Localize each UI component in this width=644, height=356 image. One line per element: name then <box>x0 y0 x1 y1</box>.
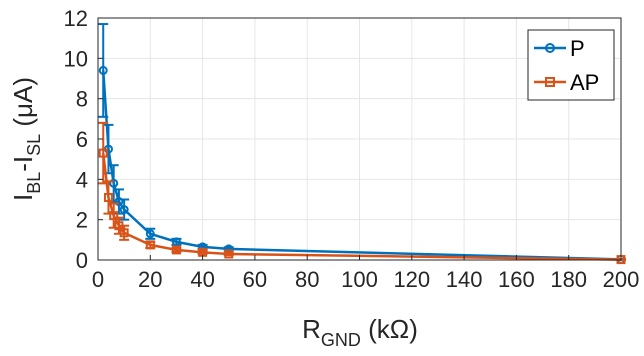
x-tick-label: 180 <box>550 267 587 292</box>
x-axis-label: RGND (kΩ) <box>302 314 418 350</box>
series-ap-point <box>171 245 181 255</box>
series-p-point <box>98 65 108 75</box>
legend-box <box>527 29 615 101</box>
x-tick-label: 160 <box>498 267 535 292</box>
x-tick-label: 40 <box>190 267 214 292</box>
ticks: 0 20 40 60 80 100 120 140 160 180 200 0 2 4 6 8 10 12 <box>64 6 640 292</box>
series-ap-point <box>103 192 113 202</box>
legend-p-marker <box>545 43 555 53</box>
y-tick-label: 4 <box>76 167 88 192</box>
series-p-point <box>145 229 155 239</box>
y-axis-label: IBL-ISL (μA) <box>8 77 44 201</box>
series-p <box>98 23 626 264</box>
series-ap-point <box>98 148 108 158</box>
series-ap-point <box>114 221 124 231</box>
x-tick-label: 0 <box>92 267 104 292</box>
series-p-point <box>171 237 181 247</box>
x-tick-label: 20 <box>138 267 162 292</box>
series-ap-point <box>119 228 129 238</box>
x-tick-label: 100 <box>341 267 378 292</box>
series-ap-line <box>101 152 622 261</box>
series-p-point <box>109 178 119 188</box>
x-tick-label: 60 <box>243 267 267 292</box>
series-p-point <box>119 205 129 215</box>
x-tick-label: 140 <box>446 267 483 292</box>
series-p-line <box>101 70 622 261</box>
y-tick-label: 12 <box>64 6 88 31</box>
y-tick-label: 0 <box>76 248 88 273</box>
series-ap-point <box>145 240 155 250</box>
legend: P AP <box>527 29 615 101</box>
series-p-point <box>114 197 124 207</box>
y-tick-label: 10 <box>64 46 88 71</box>
legend-p-label: P <box>570 36 585 61</box>
y-tick-label: 6 <box>76 127 88 152</box>
legend-ap-label: AP <box>570 70 599 95</box>
series-ap-point <box>224 249 234 259</box>
x-tick-label: 200 <box>603 267 640 292</box>
legend-ap-marker <box>545 77 555 87</box>
series-ap-point <box>109 211 119 221</box>
y-tick-label: 8 <box>76 87 88 112</box>
y-tick-label: 2 <box>76 208 88 233</box>
x-tick-label: 120 <box>393 267 430 292</box>
x-tick-label: 80 <box>295 267 319 292</box>
series-layer <box>98 23 626 265</box>
